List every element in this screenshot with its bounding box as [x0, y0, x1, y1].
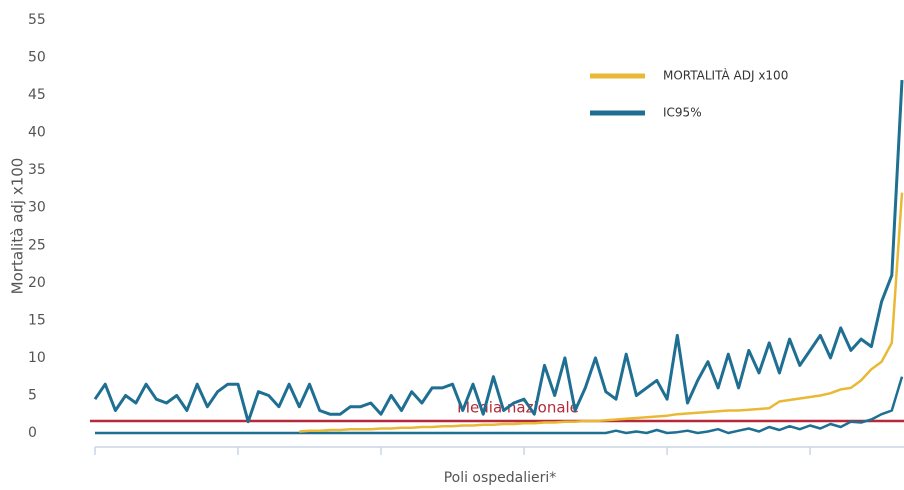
y-tick-label: 15 [28, 312, 46, 328]
y-tick-label: 30 [28, 200, 46, 216]
y-axis-label: Mortalità adj x100 [9, 158, 27, 295]
legend-label: IC95% [663, 106, 702, 120]
y-tick-label: 40 [28, 125, 46, 141]
series-line [93, 80, 904, 424]
y-tick-label: 0 [28, 425, 37, 441]
y-tick-label: 25 [28, 237, 46, 253]
y-tick-label: 50 [28, 50, 46, 66]
y-tick-label: 45 [28, 87, 46, 103]
legend-label: MORTALITÀ ADJ x100 [663, 68, 788, 83]
series-line [95, 376, 904, 435]
x-axis-label: Poli ospedalieri* [444, 470, 557, 486]
y-tick-label: 5 [28, 387, 37, 403]
y-tick-label: 20 [28, 275, 46, 291]
y-tick-label: 55 [28, 12, 46, 28]
y-tick-label: 35 [28, 162, 46, 178]
series-line [299, 192, 904, 433]
y-tick-label: 10 [28, 350, 46, 366]
